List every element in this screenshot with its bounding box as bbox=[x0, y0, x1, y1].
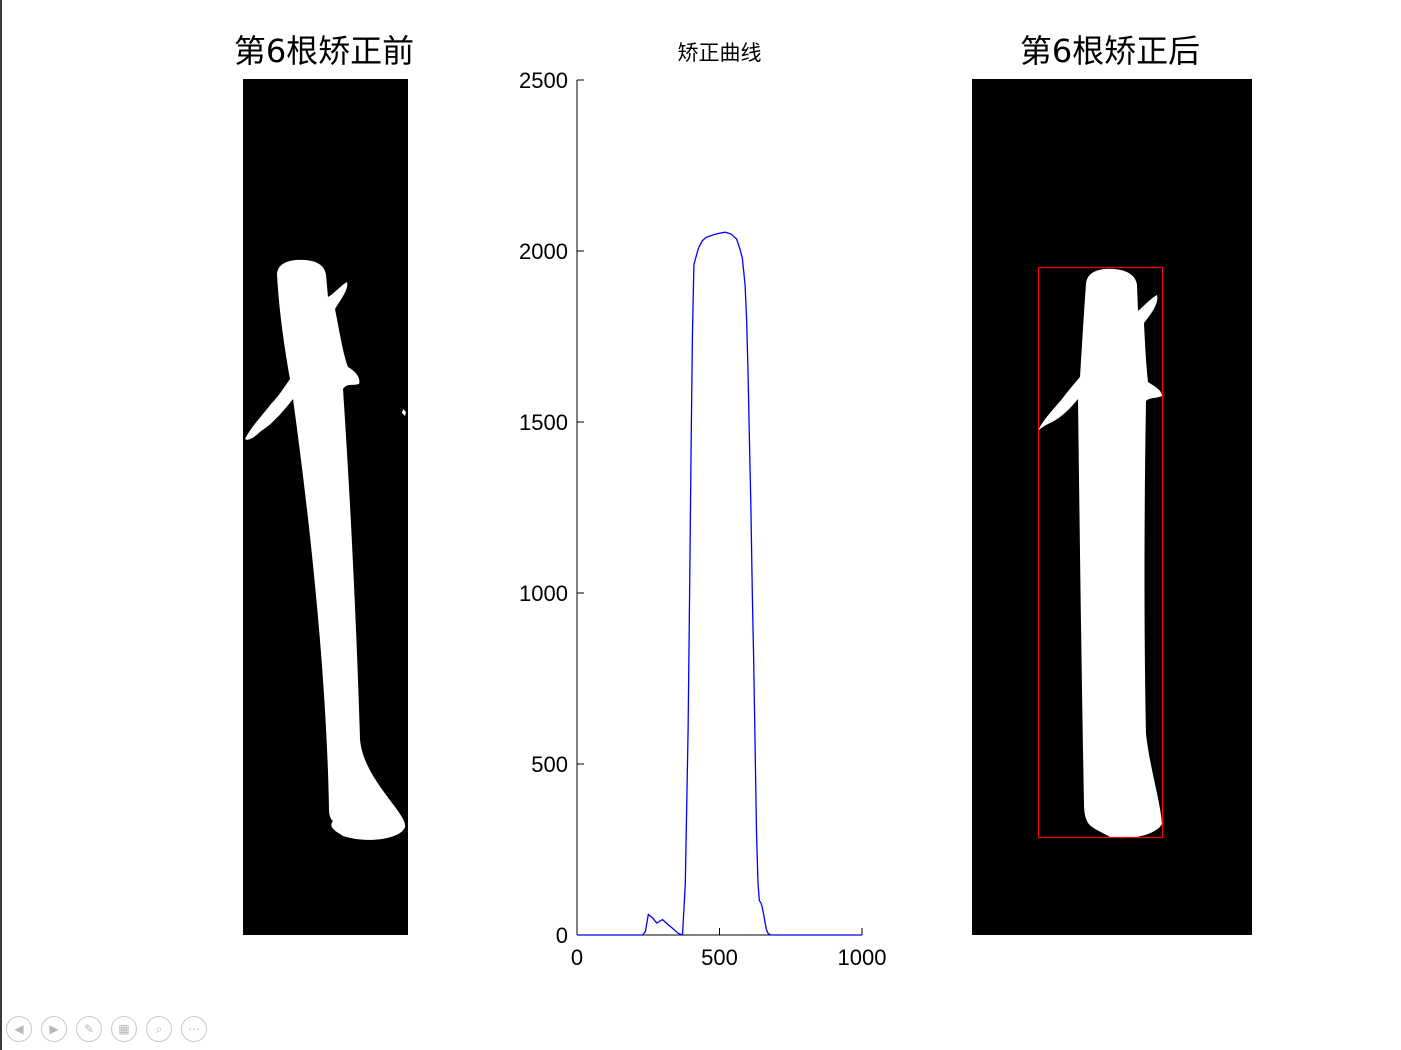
after-correction-image bbox=[972, 79, 1252, 935]
x-tick-label: 500 bbox=[701, 945, 738, 970]
x-tick-label: 1000 bbox=[838, 945, 887, 970]
y-tick-label: 500 bbox=[531, 752, 568, 777]
pen-tool-button[interactable]: ✎ bbox=[76, 1016, 102, 1042]
x-tick-label: 0 bbox=[571, 945, 583, 970]
zoom-icon: ⌕ bbox=[155, 1021, 163, 1036]
y-tick-label: 2500 bbox=[519, 68, 568, 93]
window-left-edge bbox=[0, 0, 2, 1050]
after-panel-title: 第6根矫正后 bbox=[1019, 32, 1201, 70]
pen-tool-icon: ✎ bbox=[83, 1022, 95, 1036]
more-options-icon: ⋯ bbox=[188, 1022, 200, 1036]
prev-slide-button[interactable]: ◀ bbox=[6, 1016, 32, 1042]
correction-curve-line bbox=[577, 231, 862, 936]
chart-title: 矫正曲线 bbox=[678, 41, 762, 65]
next-slide-icon: ▶ bbox=[49, 1022, 59, 1036]
y-tick-label: 0 bbox=[556, 923, 568, 948]
zoom-button[interactable]: ⌕ bbox=[146, 1016, 172, 1042]
before-correction-image bbox=[243, 79, 408, 935]
y-tick-label: 1000 bbox=[519, 581, 568, 606]
slide-sorter-icon: ▦ bbox=[118, 1022, 130, 1036]
slide-sorter-button[interactable]: ▦ bbox=[111, 1016, 137, 1042]
y-tick-label: 2000 bbox=[519, 239, 568, 264]
bounding-box bbox=[1037, 266, 1164, 839]
y-tick-label: 1500 bbox=[519, 410, 568, 435]
next-slide-button[interactable]: ▶ bbox=[41, 1016, 67, 1042]
after-root-silhouette bbox=[1037, 266, 1164, 839]
prev-slide-icon: ◀ bbox=[14, 1022, 24, 1036]
more-options-button[interactable]: ⋯ bbox=[181, 1016, 207, 1042]
before-panel-title: 第6根矫正前 bbox=[233, 32, 415, 70]
slideshow-controls: ◀ ▶ ✎ ▦ ⌕ ⋯ bbox=[6, 1016, 207, 1042]
before-root-silhouette bbox=[245, 259, 406, 840]
